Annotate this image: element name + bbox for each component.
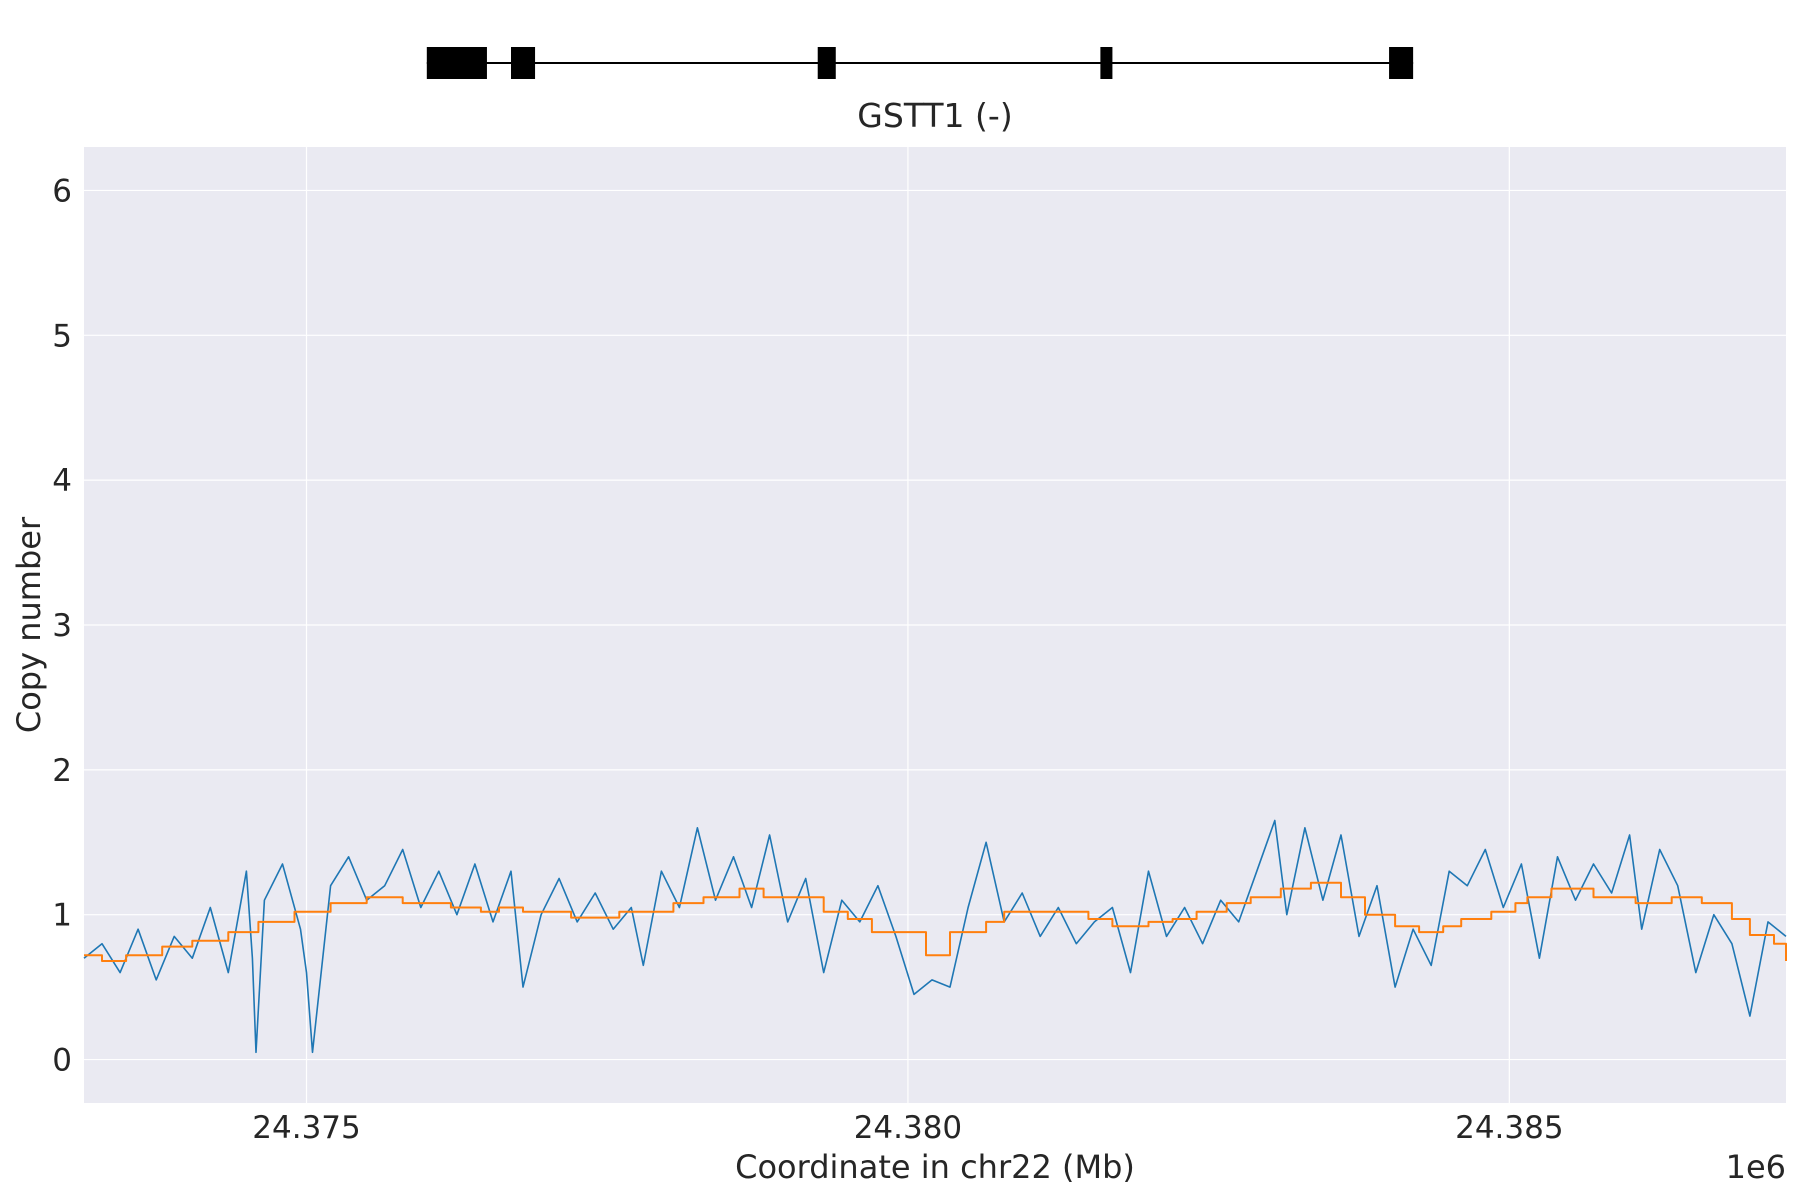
exon-5 [1389, 47, 1414, 79]
x-axis-label: Coordinate in chr22 (Mb) [735, 1148, 1135, 1186]
gridlines [84, 147, 1786, 1103]
data-series [83, 819, 1787, 1054]
y-tick-label: 3 [52, 608, 72, 644]
y-tick-label: 2 [52, 753, 72, 789]
series-line-1 [83, 819, 1787, 1054]
x-tick-label: 24.380 [854, 1110, 962, 1146]
y-tick-label: 0 [52, 1043, 72, 1079]
y-tick-labels: 0 1 2 3 4 5 6 [52, 173, 72, 1078]
exon-4 [1100, 47, 1113, 79]
exon-2 [511, 47, 536, 79]
exon-3 [817, 47, 836, 79]
exon-1 [426, 47, 487, 79]
x-tick-labels: 24.375 24.380 24.385 [252, 1110, 1563, 1146]
y-tick-label: 5 [52, 318, 72, 354]
x-tick-label: 24.385 [1455, 1110, 1563, 1146]
series-line-2 [84, 881, 1787, 962]
y-tick-label: 1 [52, 898, 72, 934]
y-tick-label: 4 [52, 463, 72, 499]
y-tick-label: 6 [52, 173, 72, 209]
x-tick-label: 24.375 [252, 1110, 360, 1146]
gene-label: GSTT1 (-) [857, 96, 1012, 135]
y-axis-label: Copy number [10, 516, 48, 733]
x-offset-label: 1e6 [1726, 1148, 1786, 1186]
gene-track: GSTT1 (-) [426, 47, 1414, 135]
gene-exons [426, 47, 1414, 79]
